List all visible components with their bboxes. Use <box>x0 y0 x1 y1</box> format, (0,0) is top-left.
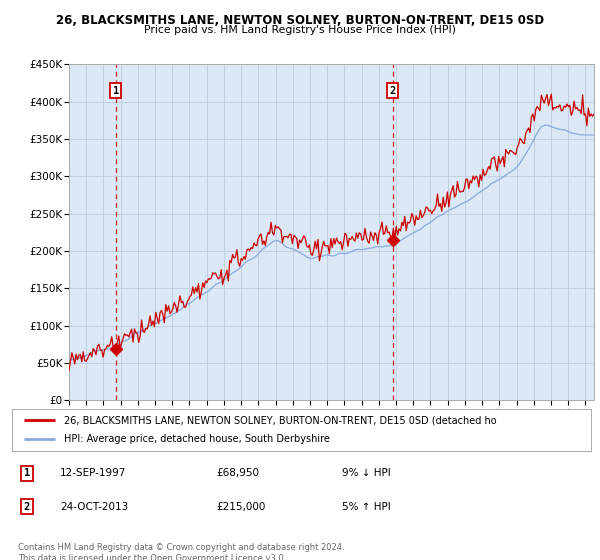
Text: 24-OCT-2013: 24-OCT-2013 <box>60 502 128 512</box>
Text: Price paid vs. HM Land Registry's House Price Index (HPI): Price paid vs. HM Land Registry's House … <box>144 25 456 35</box>
Text: £68,950: £68,950 <box>216 468 259 478</box>
Text: £215,000: £215,000 <box>216 502 265 512</box>
Text: 5% ↑ HPI: 5% ↑ HPI <box>342 502 391 512</box>
Text: 2: 2 <box>24 502 30 512</box>
Text: HPI: Average price, detached house, South Derbyshire: HPI: Average price, detached house, Sout… <box>64 435 330 445</box>
Text: 12-SEP-1997: 12-SEP-1997 <box>60 468 127 478</box>
Text: 1: 1 <box>24 468 30 478</box>
Text: 1: 1 <box>113 86 119 96</box>
Text: 26, BLACKSMITHS LANE, NEWTON SOLNEY, BURTON-ON-TRENT, DE15 0SD: 26, BLACKSMITHS LANE, NEWTON SOLNEY, BUR… <box>56 14 544 27</box>
Text: Contains HM Land Registry data © Crown copyright and database right 2024.
This d: Contains HM Land Registry data © Crown c… <box>18 543 344 560</box>
Text: 9% ↓ HPI: 9% ↓ HPI <box>342 468 391 478</box>
Text: 2: 2 <box>389 86 396 96</box>
Text: 26, BLACKSMITHS LANE, NEWTON SOLNEY, BURTON-ON-TRENT, DE15 0SD (detached ho: 26, BLACKSMITHS LANE, NEWTON SOLNEY, BUR… <box>64 415 497 425</box>
